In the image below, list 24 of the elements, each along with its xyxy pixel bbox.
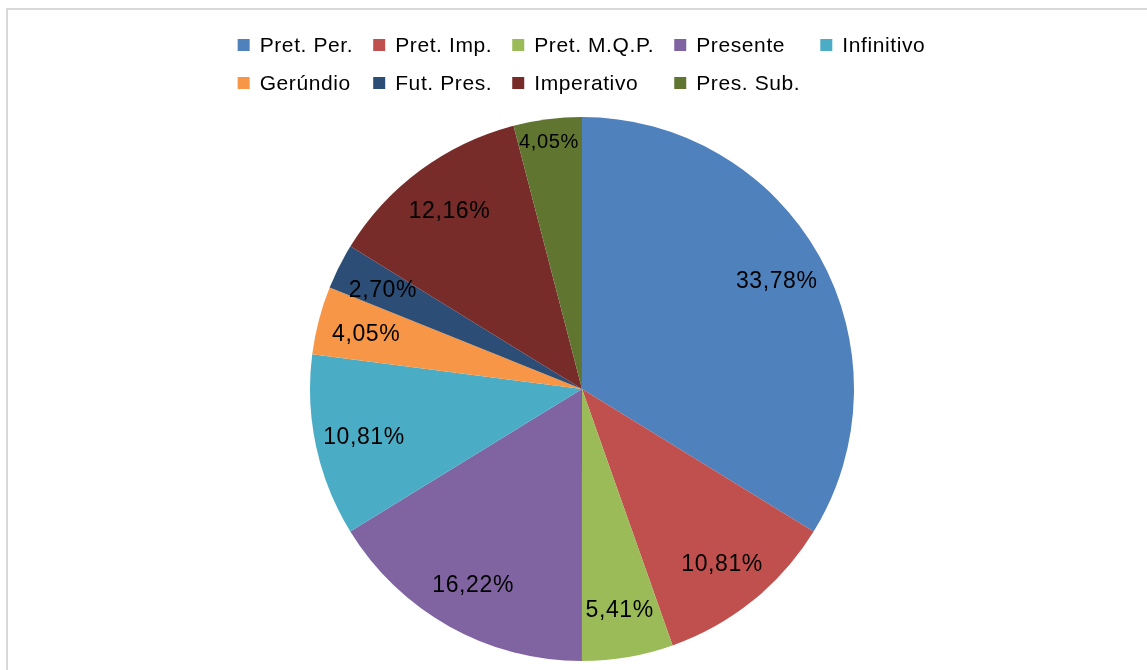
legend-label: Pres. Sub.	[696, 71, 801, 95]
data-label: 4,05%	[519, 129, 579, 152]
data-label: 4,05%	[332, 319, 401, 346]
data-label: 10,81%	[323, 422, 405, 449]
legend-label: Imperativo	[534, 71, 639, 95]
legend-label: Presente	[696, 33, 786, 57]
data-label: 33,78%	[735, 267, 818, 294]
pie-slice	[513, 117, 582, 389]
legend-label: Pret. Imp.	[395, 33, 493, 57]
data-label: 2,70%	[348, 275, 417, 302]
legend-label: Pret. M.Q.P.	[534, 33, 655, 57]
data-label: 10,81%	[681, 549, 763, 576]
pie-slice	[582, 389, 814, 646]
data-label: 12,16%	[408, 196, 491, 223]
legend-label: Fut. Pres.	[395, 71, 493, 95]
legend-label: Infinitivo	[842, 33, 926, 57]
data-label: 5,41%	[585, 595, 654, 622]
pie-slice	[582, 117, 854, 532]
pie-slice	[329, 246, 582, 389]
pie-slice	[581, 389, 673, 661]
pie-slice	[310, 354, 582, 532]
data-label: 16,22%	[432, 570, 514, 597]
legend-label: Pret. Per.	[259, 33, 354, 57]
legend-label: Gerúndio	[259, 71, 351, 95]
